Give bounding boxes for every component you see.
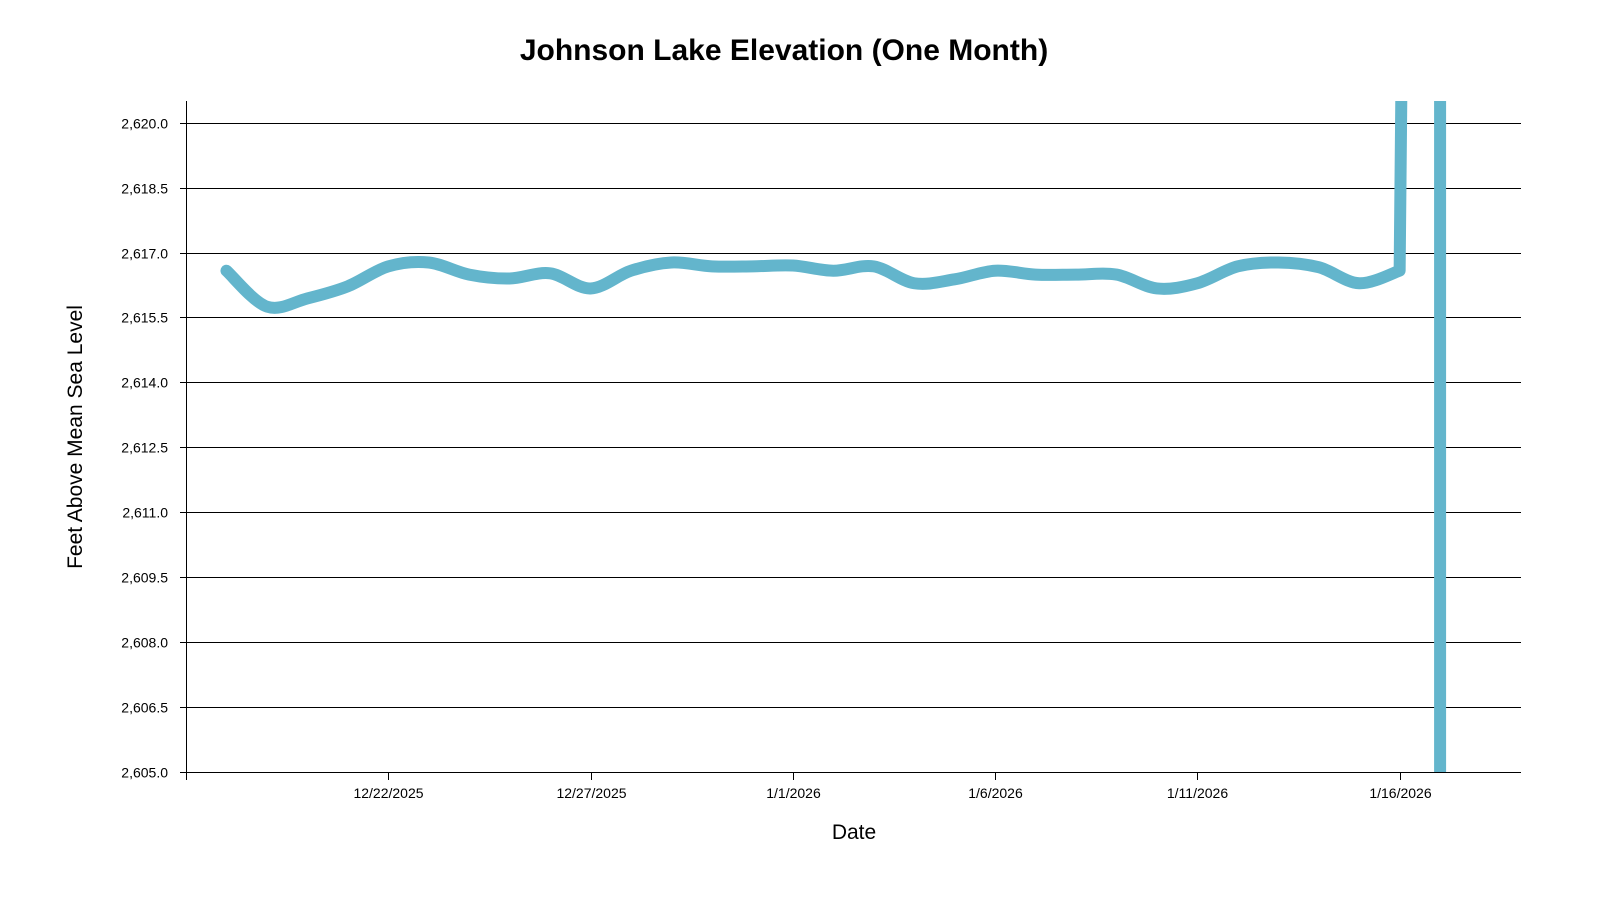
y-tick-label: 2,609.5	[121, 570, 168, 586]
x-tick-label: 1/11/2026	[1167, 785, 1228, 801]
y-tick-label: 2,608.0	[121, 635, 168, 651]
y-tick-label: 2,611.0	[122, 505, 168, 521]
x-tick-label: 1/16/2026	[1369, 785, 1431, 801]
x-axis: 12/22/2025 12/27/2025 1/1/2026 1/6/2026 1/11…	[186, 772, 1432, 801]
y-axis-label: Feet Above Mean Sea Level	[64, 305, 87, 569]
x-axis-label: Date	[832, 821, 876, 844]
x-tick-label: 1/6/2026	[968, 785, 1023, 801]
x-tick-label: 1/1/2026	[766, 785, 821, 801]
x-tick-label: 12/22/2025	[353, 785, 423, 801]
y-tick-label: 2,620.0	[121, 116, 168, 132]
y-tick-label: 2,617.0	[121, 246, 168, 262]
y-tick-label: 2,615.5	[121, 310, 168, 326]
y-tick-label: 2,605.0	[121, 765, 168, 781]
y-axis: 2,605.0 2,606.5 2,608.0 2,609.5 2,611.0 2,612…	[121, 116, 186, 781]
x-tick-label: 12/27/2025	[556, 785, 626, 801]
y-tick-label: 2,618.5	[121, 181, 168, 197]
elevation-line	[220, 101, 1447, 772]
y-tick-label: 2,612.5	[121, 440, 168, 456]
y-tick-label: 2,614.0	[121, 375, 168, 391]
chart-title: Johnson Lake Elevation (One Month)	[520, 34, 1048, 67]
y-tick-label: 2,606.5	[121, 700, 168, 716]
gridlines	[186, 123, 1521, 708]
